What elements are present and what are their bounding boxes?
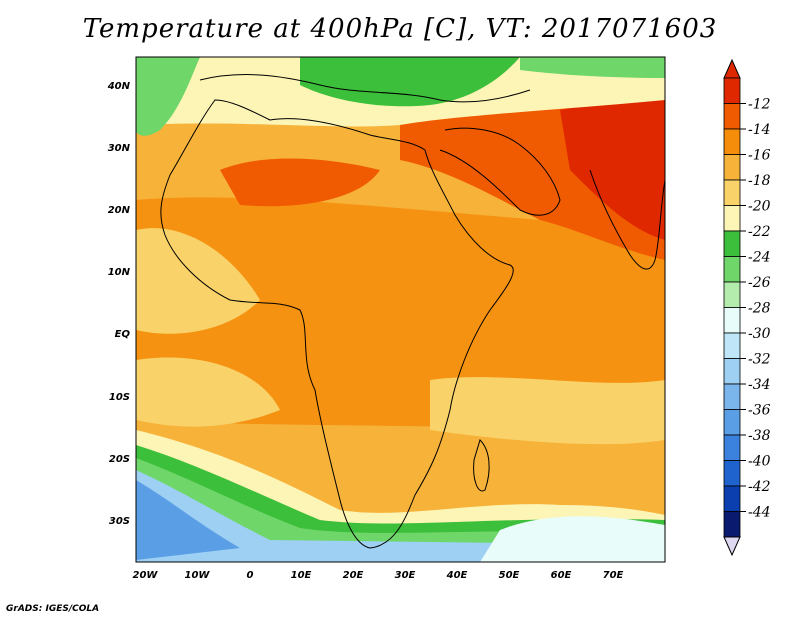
colorbar-swatch <box>723 358 741 385</box>
lat-tick-label: 20S <box>109 454 130 465</box>
madagascar-outline <box>473 439 490 492</box>
colorbar-label: -16 <box>748 148 771 164</box>
temperature-field <box>136 57 665 562</box>
colorbar-swatch <box>723 281 741 308</box>
colorbar-swatch <box>723 256 741 283</box>
colorbar-label: -28 <box>748 301 771 317</box>
lat-tick-label: 10S <box>109 392 130 403</box>
colorbar-label: -12 <box>748 97 771 113</box>
colorbar-label: -32 <box>748 352 771 368</box>
africa-coastline <box>160 99 514 549</box>
coastlines <box>160 74 665 549</box>
map-frame <box>135 56 666 563</box>
lon-axis: 20W 10W 0 10E 20E 30E 40E 50E 60E 70E <box>133 570 624 581</box>
colorbar-swatch <box>723 103 741 130</box>
colorbar-label: -26 <box>748 275 771 291</box>
colorbar-swatch <box>723 485 741 512</box>
colorbar-swatch <box>723 332 741 359</box>
colorbar-label: -24 <box>748 250 771 266</box>
colorbar-label: -40 <box>748 454 771 470</box>
colorbar-bottom-arrow <box>723 536 741 557</box>
colorbar-swatch <box>723 434 741 461</box>
colorbar-label: -20 <box>748 199 771 215</box>
lon-tick-label: 70E <box>603 570 624 581</box>
colorbar-swatch <box>723 77 741 104</box>
lat-tick-label: EQ <box>115 329 131 340</box>
lon-tick-label: 30E <box>395 570 416 581</box>
lon-tick-label: 50E <box>499 570 520 581</box>
colorbar-swatch <box>723 205 741 232</box>
colorbar-swatch <box>723 179 741 206</box>
credit-text: GrADS: IGES/COLA <box>6 604 100 614</box>
colorbar-label: -22 <box>748 224 771 240</box>
india-coastline <box>589 169 665 270</box>
colorbar-swatch <box>723 230 741 257</box>
lat-tick-label: 30N <box>108 143 131 154</box>
colorbar-label: -30 <box>748 326 771 342</box>
lon-tick-label: 60E <box>551 570 572 581</box>
lon-tick-label: 20W <box>133 570 159 581</box>
colorbar-label: -38 <box>748 428 771 444</box>
colorbar-swatch <box>723 154 741 181</box>
chart-title: Temperature at 400hPa [C], VT: 201707160… <box>82 14 718 44</box>
lon-tick-label: 40E <box>446 570 468 581</box>
lat-axis: 40N 30N 20N 10N EQ 10S 20S 30S <box>107 81 131 527</box>
colorbar-swatch <box>723 409 741 436</box>
lat-tick-label: 30S <box>109 516 130 527</box>
colorbar-swatch <box>723 511 741 538</box>
colorbar-label: -36 <box>748 403 771 419</box>
colorbar-label: -14 <box>748 122 771 138</box>
colorbar-label: -34 <box>748 377 771 393</box>
europe-coastline <box>199 74 531 103</box>
colorbar-swatch <box>723 128 741 155</box>
lat-tick-label: 20N <box>108 205 131 216</box>
colorbar-label: -42 <box>748 479 771 495</box>
colorbar-swatch <box>723 460 741 487</box>
colorbar-swatch <box>723 307 741 334</box>
lon-tick-label: 0 <box>247 570 254 581</box>
lat-tick-label: 40N <box>107 81 131 92</box>
colorbar-label: -44 <box>748 505 771 521</box>
colorbar-swatch <box>723 383 741 410</box>
lon-tick-label: 10E <box>291 570 312 581</box>
lat-tick-label: 10N <box>108 267 131 278</box>
colorbar-label: -18 <box>748 173 771 189</box>
colorbar: -12 -14 -16 -18 -20 -22 -24 -26 -28 -30 -32 -34 -36 -… <box>723 58 771 557</box>
colorbar-top-arrow <box>723 58 741 79</box>
arabia-coastline <box>439 127 561 216</box>
lon-tick-label: 20E <box>343 570 364 581</box>
lon-tick-label: 10W <box>185 570 211 581</box>
